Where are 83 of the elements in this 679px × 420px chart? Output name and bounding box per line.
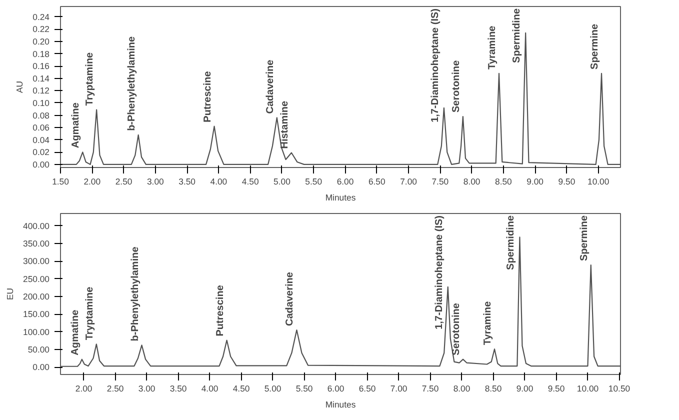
- x-tick-label: 4.50: [242, 176, 259, 186]
- y-tick-label: 0.22: [32, 24, 50, 34]
- x-tick-label: 8.50: [484, 384, 502, 394]
- x-tick-label: 4.00: [210, 176, 228, 186]
- y-tick-label: 0.02: [32, 147, 50, 158]
- y-tick-label: 0.20: [32, 36, 50, 47]
- annotation: b-Phenylethylamine: [130, 246, 141, 342]
- annotation: b-Phenylethylamine: [126, 36, 138, 131]
- x-tick-label: 9.50: [548, 384, 565, 394]
- annotation: Spermidine: [506, 215, 517, 270]
- annotation: Histamine: [279, 100, 290, 149]
- annotation: Tyramine: [487, 25, 498, 70]
- x-tick-label: 6.50: [358, 384, 376, 394]
- x-tick-label: 5.50: [296, 384, 313, 394]
- y-tick-label: 0.16: [32, 61, 50, 72]
- annotation: Putrescine: [214, 284, 226, 336]
- y-axis-title: AU: [14, 80, 25, 94]
- annotation: Tryptamine: [84, 52, 96, 106]
- x-tick-label: 2.50: [106, 384, 124, 394]
- x-tick-label: 2.00: [75, 384, 92, 394]
- x-tick-label: 8.00: [463, 176, 480, 186]
- x-tick-label: 3.50: [178, 176, 196, 186]
- x-tick-label: 9.00: [526, 176, 544, 186]
- x-tick-label: 4.00: [201, 384, 218, 394]
- y-tick-label: 0.08: [32, 110, 50, 120]
- y-tick-label: 50.00: [28, 344, 50, 354]
- x-tick-label: 6.00: [327, 384, 344, 394]
- y-tick-label: 250.00: [23, 274, 50, 284]
- annotation: Agmatine: [70, 309, 81, 356]
- x-tick-label: 8.00: [453, 384, 470, 394]
- y-tick-label: 150.00: [23, 309, 50, 320]
- y-tick-label: 350.00: [23, 238, 50, 249]
- x-tick-label: 7.00: [390, 384, 408, 394]
- y-tick-label: 0.18: [32, 48, 50, 59]
- annotation: Cadaverine: [284, 272, 296, 326]
- x-tick-label: 6.00: [336, 176, 354, 186]
- y-tick-label: 0.12: [32, 86, 50, 96]
- y-tick-label: 0.00: [32, 159, 50, 170]
- annotation: Serotonine: [451, 302, 462, 356]
- annotation: Tryptamine: [84, 286, 96, 340]
- y-tick-label: 0.24: [32, 12, 50, 22]
- x-tick-label: 4.50: [232, 384, 250, 394]
- y-tick-label: 100.00: [23, 326, 50, 337]
- x-tick-label: 10.00: [576, 384, 599, 394]
- x-tick-label: 2.50: [115, 176, 132, 186]
- x-axis-title: Minutes: [325, 400, 356, 410]
- x-tick-label: 6.50: [368, 176, 386, 186]
- y-tick-label: 0.06: [32, 122, 50, 133]
- y-tick-label: 300.00: [23, 256, 50, 266]
- annotation: Putrescine: [202, 70, 214, 122]
- x-tick-label: 10.00: [588, 176, 610, 186]
- annotation: Agmatine: [70, 102, 82, 148]
- y-tick-label: 0.00: [32, 362, 50, 372]
- x-tick-label: 5.00: [274, 176, 291, 186]
- x-tick-label: 5.50: [305, 176, 322, 186]
- x-tick-label: 3.00: [138, 384, 156, 394]
- x-tick-label: 7.50: [422, 384, 439, 394]
- annotation: Serotonine: [450, 60, 462, 112]
- annotation: Tyramine: [482, 300, 494, 346]
- x-tick-label: 2.00: [84, 176, 101, 186]
- x-tick-label: 7.50: [432, 176, 449, 186]
- x-tick-label: 1.50: [52, 176, 70, 186]
- annotation: Cadaverine: [264, 59, 276, 114]
- y-tick-label: 400.00: [23, 220, 50, 231]
- x-tick-label: 9.00: [516, 384, 534, 394]
- annotation: 1,7-Diaminoheptane (IS): [430, 8, 441, 122]
- x-tick-label: 8.50: [495, 176, 512, 186]
- y-tick-label: 0.04: [32, 134, 50, 145]
- x-tick-label: 3.00: [146, 176, 164, 186]
- x-axis-title: Minutes: [325, 192, 356, 202]
- y-tick-label: 200.00: [23, 291, 50, 302]
- x-tick-label: 7.00: [400, 176, 418, 186]
- y-tick-label: 0.14: [32, 73, 50, 84]
- x-tick-label: 9.50: [558, 176, 576, 186]
- x-tick-label: 3.50: [170, 384, 187, 394]
- x-tick-label: 10.50: [608, 384, 630, 394]
- annotation: Spermine: [578, 215, 590, 262]
- annotation: Spermidine: [512, 8, 523, 63]
- annotation: 1,7-Diaminoheptane (IS): [434, 216, 445, 330]
- x-tick-label: 5.00: [264, 384, 282, 394]
- annotation: Spermine: [590, 23, 601, 70]
- y-axis-title: EU: [5, 288, 16, 300]
- y-tick-label: 0.10: [32, 98, 50, 108]
